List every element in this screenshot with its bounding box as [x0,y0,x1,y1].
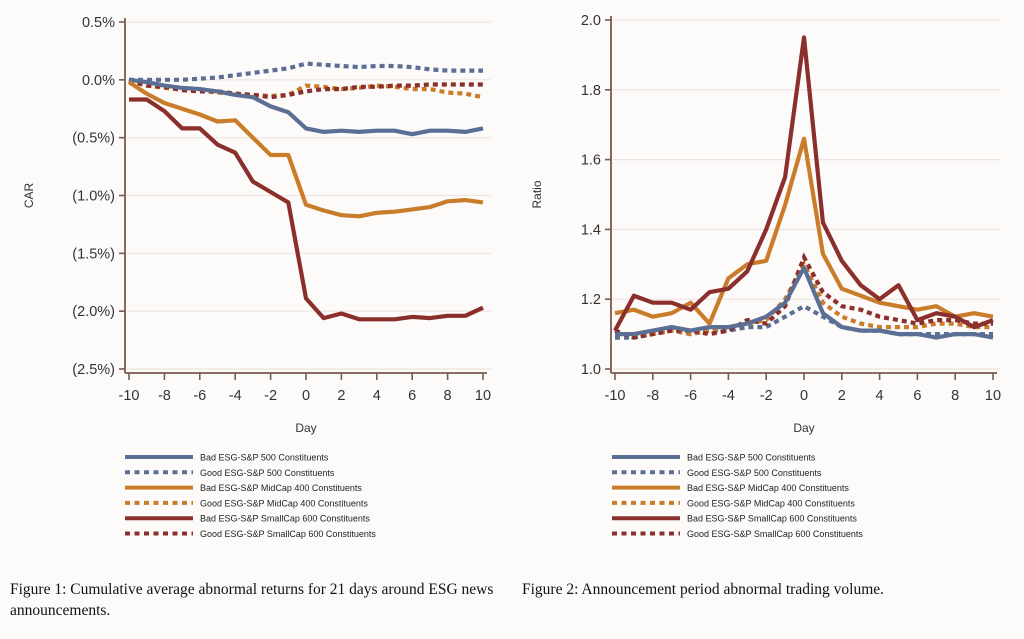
y-tick-label: 1.2 [581,292,601,308]
volume-ratio-chart-svg: 2.0 1.8 1.6 1.4 1.2 1.0-10 -8 -6 -4 -2 0 2 4 6 8 10 Day R… [530,13,1001,539]
legend-label: Bad ESG-S&P MidCap 400 Constituents [200,483,362,493]
y-tick-label: (2.0%) [72,304,115,320]
legend-label: Bad ESG-S&P 500 Constituents [687,453,816,463]
series-line-bad-esg-s-p-smallcap-600-constituents [129,97,484,322]
y-tick-label: 2.0 [581,13,601,29]
x-tick-label: 10 [985,388,1001,404]
x-tick-label: -8 [646,388,659,404]
legend-label: Good ESG-S&P SmallCap 600 Constituents [200,529,376,539]
figure-2-caption: Figure 2: Announcement period abnormal t… [522,581,885,598]
x-tick-label: 4 [876,388,884,404]
series-line-good-esg-s-p-midcap-400-constituents [128,77,484,100]
y-tick-label: 0.5% [82,15,115,31]
x-tick-label: 6 [408,388,416,404]
legend-label: Bad ESG-S&P MidCap 400 Constituents [687,483,849,493]
y-tick-label: 0.0% [82,73,115,89]
x-axis-title: Day [793,421,814,435]
x-tick-label: -4 [722,388,735,404]
legend-label: Bad ESG-S&P 500 Constituents [200,453,329,463]
series-line-bad-esg-s-p-500-constituents [128,77,484,137]
car-chart: 0.5% 0.0% (0.5%) (1.0%) (1.5%) (2.0%) (2.5%) -1… [0,0,512,545]
legend-label: Good ESG-S&P MidCap 400 Constituents [687,498,855,508]
legend-label: Good ESG-S&P 500 Constituents [687,468,822,478]
volume-ratio-chart: 2.0 1.8 1.6 1.4 1.2 1.0 -10 -8 -6 -4 -2 0 2 4 6 8 10 Day R… [512,0,1024,545]
x-tick-label: -6 [193,388,206,404]
x-tick-label: 8 [444,388,452,404]
x-tick-label: -8 [158,388,171,404]
x-tick-label: 2 [838,388,846,404]
legend-label: Good ESG-S&P 500 Constituents [200,468,335,478]
x-tick-label: -6 [684,388,697,404]
y-axis-title: Ratio [530,180,544,208]
car-chart-svg: 0.5% 0.0% (0.5%) (1.0%) (1.5%) (2.0%) (2.5%)-1… [22,15,491,539]
x-tick-label: 2 [337,388,345,404]
x-tick-label: -10 [605,388,626,404]
y-tick-label: 1.4 [581,222,601,238]
x-tick-label: 8 [951,388,959,404]
series-line-bad-esg-s-p-midcap-400-constituents [614,136,994,326]
y-tick-label: 1.0 [581,362,601,378]
x-tick-label: 4 [373,388,381,404]
y-tick-label: (2.5%) [72,362,115,378]
y-tick-label: (1.0%) [72,189,115,205]
series-line-good-esg-s-p-500-constituents [129,61,483,82]
y-tick-label: 1.8 [581,83,601,99]
x-tick-label: -2 [264,388,277,404]
legend-label: Good ESG-S&P MidCap 400 Constituents [200,498,368,508]
series-line-bad-esg-s-p-midcap-400-constituents [127,80,484,219]
y-tick-label: (1.5%) [72,246,115,262]
x-tick-label: 0 [302,388,310,404]
x-tick-label: -10 [119,388,140,404]
series-line-good-esg-s-p-smallcap-600-constituents [128,78,483,100]
y-axis-title: CAR [22,183,36,209]
y-tick-label: 1.6 [581,153,601,169]
series-line-bad-esg-s-p-500-constituents [615,265,994,340]
legend-label: Bad ESG-S&P SmallCap 600 Constituents [687,514,857,524]
x-tick-label: 0 [800,388,808,404]
x-tick-label: 10 [475,388,491,404]
x-axis-title: Day [295,421,316,435]
x-tick-label: 6 [913,388,921,404]
y-tick-label: (0.5%) [72,131,115,147]
x-tick-label: -4 [229,388,242,404]
figure-1-caption: Figure 1: Cumulative average abnormal re… [10,581,494,619]
series-line-good-esg-s-p-smallcap-600-constituents [614,252,993,340]
x-tick-label: -2 [760,388,773,404]
legend-label: Bad ESG-S&P SmallCap 600 Constituents [200,514,370,524]
series-line-bad-esg-s-p-smallcap-600-constituents [613,35,994,332]
legend-label: Good ESG-S&P SmallCap 600 Constituents [687,529,863,539]
